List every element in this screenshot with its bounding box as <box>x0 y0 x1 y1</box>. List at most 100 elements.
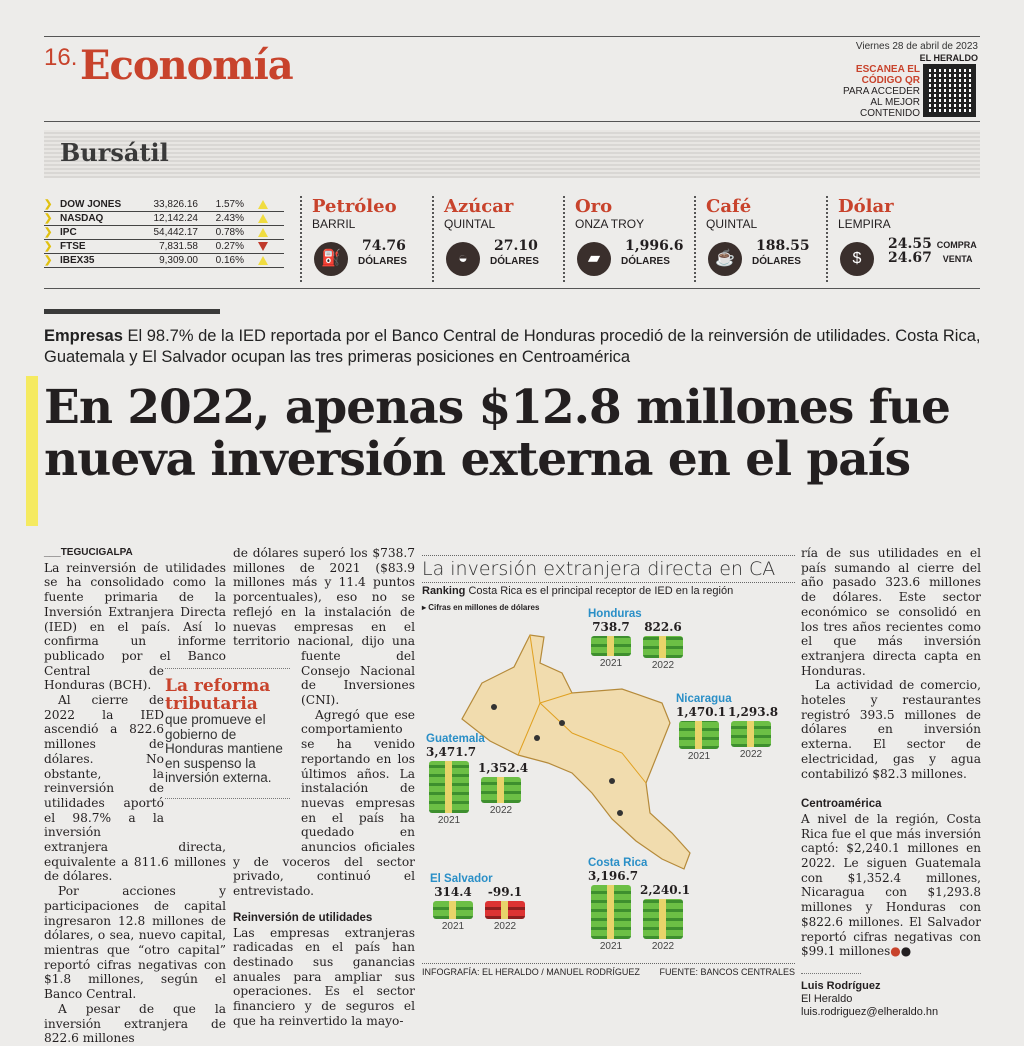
country-name: Guatemala <box>426 733 485 745</box>
paragraph: ría de sus utilidades en el país sumando… <box>801 546 981 678</box>
sell-rate: 24.67 VENTA <box>888 250 973 266</box>
country-name: Honduras <box>588 608 642 620</box>
paragraph: Las empresas extranjeras radicadas en el… <box>233 925 415 1028</box>
paragraph: A pesar de que la inversión extranjera d… <box>44 1001 226 1046</box>
section-title: Economía <box>80 42 294 89</box>
coffee-beans-icon: ☕ <box>708 242 742 276</box>
index-value: 7,831.58 <box>159 241 198 252</box>
index-value: 54,442.17 <box>153 227 199 238</box>
buy-rate: 24.55 COMPRA <box>888 236 977 252</box>
index-row: ❯ DOW JONES 33,826.16 1.57% <box>44 198 284 212</box>
index-row: ❯ IPC 54,442.17 0.78% <box>44 226 284 240</box>
money-stack-icon <box>643 899 683 939</box>
money-stack-icon <box>679 721 719 749</box>
money-stack-icon <box>433 901 473 919</box>
index-change: 0.78% <box>215 227 244 238</box>
article-kicker: Empresas El 98.7% de la IED reportada po… <box>44 326 984 368</box>
money-stack-icon <box>591 885 631 939</box>
subheading: Reinversión de utilidades <box>233 911 373 924</box>
arrow-down-icon <box>258 242 268 251</box>
sell-label: VENTA <box>942 254 973 264</box>
country-nicaragua: Nicaragua 1,470.1 2021 1,293.8 2022 <box>676 693 779 762</box>
commodity-petroleo: Petróleo BARRIL ⛽ 74.76 DÓLARES <box>300 196 430 282</box>
headline: En 2022, apenas $12.8 millones fue nueva… <box>44 380 951 487</box>
dateline: ___TEGUCIGALPA <box>44 547 133 558</box>
index-change: 1.57% <box>215 199 244 210</box>
highlight-marker <box>26 376 38 526</box>
capital-marker <box>609 778 615 784</box>
ranking-label: Ranking <box>422 585 466 597</box>
commodity-oro: Oro ONZA TROY ▰ 1,996.6 DÓLARES <box>563 196 693 282</box>
author: Luis Rodríguez <box>801 979 881 992</box>
qr-cta: PARA ACCEDER AL MEJOR CONTENIDO <box>842 86 920 119</box>
author-email[interactable]: luis.rodriguez@elheraldo.hn <box>801 1005 939 1018</box>
index-name: FTSE <box>60 241 86 252</box>
commodity-unit: QUINTAL <box>706 217 758 231</box>
kicker-label: Empresas <box>44 327 123 345</box>
commodity-currency: DÓLARES <box>752 256 801 267</box>
sell-value: 24.67 <box>888 250 932 266</box>
arrow-up-icon <box>258 228 268 237</box>
brand: EL HERALDO <box>919 53 978 63</box>
paragraph: La actividad de comercio, hoteles y rest… <box>801 678 981 781</box>
paragraph: La reinversión de utilidades se ha conso… <box>44 560 226 693</box>
qr-code[interactable] <box>923 64 976 117</box>
value-2022: 1,352.4 <box>478 761 529 775</box>
exchange-rate-dolar: Dólar LEMPIRA $ 24.55 COMPRA 24.67 VENTA <box>826 196 986 282</box>
qr-cta-red: ESCANEA EL CÓDIGO QR <box>855 64 920 86</box>
index-change: 2.43% <box>215 213 244 224</box>
year-label: 2022 <box>493 921 517 932</box>
paragraph: Por acciones y participaciones de capita… <box>44 884 226 1002</box>
commodity-unit: QUINTAL <box>444 217 496 231</box>
byline: Luis Rodríguez El Heraldo luis.rodriguez@e… <box>801 972 939 1019</box>
source: FUENTE: BANCOS CENTRALES <box>659 967 795 977</box>
commodity-value: 74.76 <box>362 238 406 254</box>
country-guatemala: Guatemala 3,471.7 2021 1,352.4 2022 <box>426 733 529 826</box>
commodity-unit: ONZA TROY <box>575 217 645 231</box>
value-2021: 738.7 <box>592 620 630 634</box>
index-name: IPC <box>60 227 77 238</box>
article-column-1: ___TEGUCIGALPA La reinversión de utilida… <box>44 546 226 1046</box>
commodity-value: 1,996.6 <box>625 238 684 254</box>
paragraph: de dólares superó los $738.7 millones de… <box>233 546 415 708</box>
buy-value: 24.55 <box>888 236 932 252</box>
kicker-text: El 98.7% de la IED reportada por el Banc… <box>44 327 981 366</box>
commodity-name: Dólar <box>838 196 894 217</box>
end-mark-icon: ● <box>890 944 901 959</box>
value-2021: 314.4 <box>434 885 472 899</box>
index-change: 0.27% <box>215 241 244 252</box>
market-banner: Bursátil <box>44 130 980 178</box>
ranking-text: Costa Rica es el principal receptor de I… <box>468 585 734 597</box>
arrow-up-icon <box>258 200 268 209</box>
commodity-cafe: Café QUINTAL ☕ 188.55 DÓLARES <box>694 196 824 282</box>
paragraph: Al cierre de 2022 la IED ascendió a 822.… <box>44 693 226 884</box>
capital-marker <box>491 704 497 710</box>
index-value: 12,142.24 <box>153 213 199 224</box>
value-2022: 822.6 <box>644 620 682 634</box>
outlet: El Heraldo <box>801 992 853 1005</box>
year-label: 2022 <box>651 941 675 952</box>
chevron-right-icon: ❯ <box>44 213 53 224</box>
arrow-up-icon <box>258 214 268 223</box>
page-number: 16. <box>44 44 78 71</box>
year-label: 2021 <box>599 941 623 952</box>
index-row: ❯ NASDAQ 12,142.24 2.43% <box>44 212 284 226</box>
money-stack-icon <box>731 721 771 747</box>
market-title: Bursátil <box>60 138 169 167</box>
border-lines <box>517 634 647 784</box>
pull-quote-heading: La reforma tributaria <box>165 676 271 714</box>
commodity-unit: BARRIL <box>312 217 356 231</box>
stock-indices: ❯ DOW JONES 33,826.16 1.57% ❯ NASDAQ 12,142.2… <box>44 198 284 268</box>
paragraph: Agregó que ese comportamiento se ha veni… <box>233 707 415 899</box>
chevron-right-icon: ❯ <box>44 199 53 210</box>
index-row: ❯ FTSE 7,831.58 0.27% <box>44 240 284 254</box>
issue-date: Viernes 28 de abril de 2023 <box>855 41 978 52</box>
sugar-sack-icon: ◒ <box>446 242 480 276</box>
commodity-value: 27.10 <box>494 238 538 254</box>
country-name: Nicaragua <box>676 693 732 705</box>
value-2022: 2,240.1 <box>640 883 691 897</box>
ranking-line: Ranking Costa Rica es el principal recep… <box>422 585 733 597</box>
money-stack-icon <box>591 636 631 656</box>
value-2022: 1,293.8 <box>728 705 779 719</box>
commodity-name: Petróleo <box>312 196 397 217</box>
